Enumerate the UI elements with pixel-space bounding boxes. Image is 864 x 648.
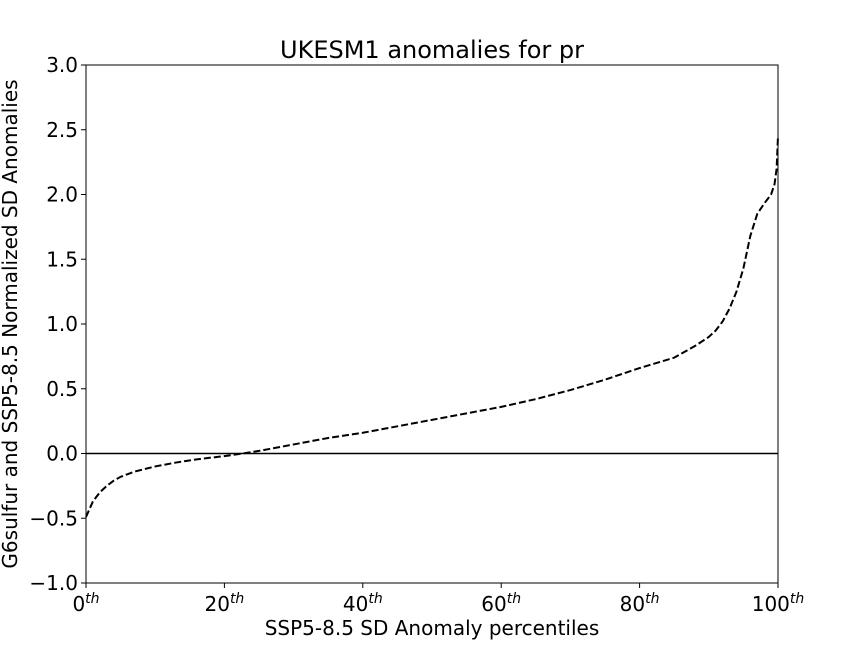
x-tick-label-3: 60th	[481, 591, 521, 616]
y-axis-label: G6sulfur and SSP5-8.5 Normalized SD Anom…	[0, 79, 22, 568]
y-tick-label-8: 3.0	[46, 53, 78, 77]
plot-area	[86, 65, 778, 583]
x-tick-label-1: 20th	[204, 591, 244, 616]
y-tick-label-7: 2.5	[46, 118, 78, 142]
plot-marks	[85, 136, 779, 518]
x-tick-label-0: 0th	[72, 591, 99, 616]
y-tick-label-2: 0.0	[46, 442, 78, 466]
axis-ticks: −1.0 −0.5 0.0 0.5 1.0 1.5 2.0 2.5 3.0 0th 20th 40th…	[29, 53, 804, 616]
y-tick-label-0: −1.0	[29, 571, 78, 595]
x-tick-label-4: 80th	[620, 591, 660, 616]
y-tick-label-3: 0.5	[46, 377, 78, 401]
chart-title: UKESM1 anomalies for pr	[280, 36, 584, 64]
x-tick-label-5: 100th	[752, 591, 805, 616]
x-axis-label: SSP5-8.5 SD Anomaly percentiles	[265, 616, 600, 640]
x-tick-label-2: 40th	[343, 591, 383, 616]
y-tick-label-4: 1.0	[46, 312, 78, 336]
y-tick-label-5: 1.5	[46, 247, 78, 271]
series-line-0	[85, 136, 779, 518]
y-tick-label-1: −0.5	[29, 506, 78, 530]
y-tick-label-6: 2.0	[46, 183, 78, 207]
